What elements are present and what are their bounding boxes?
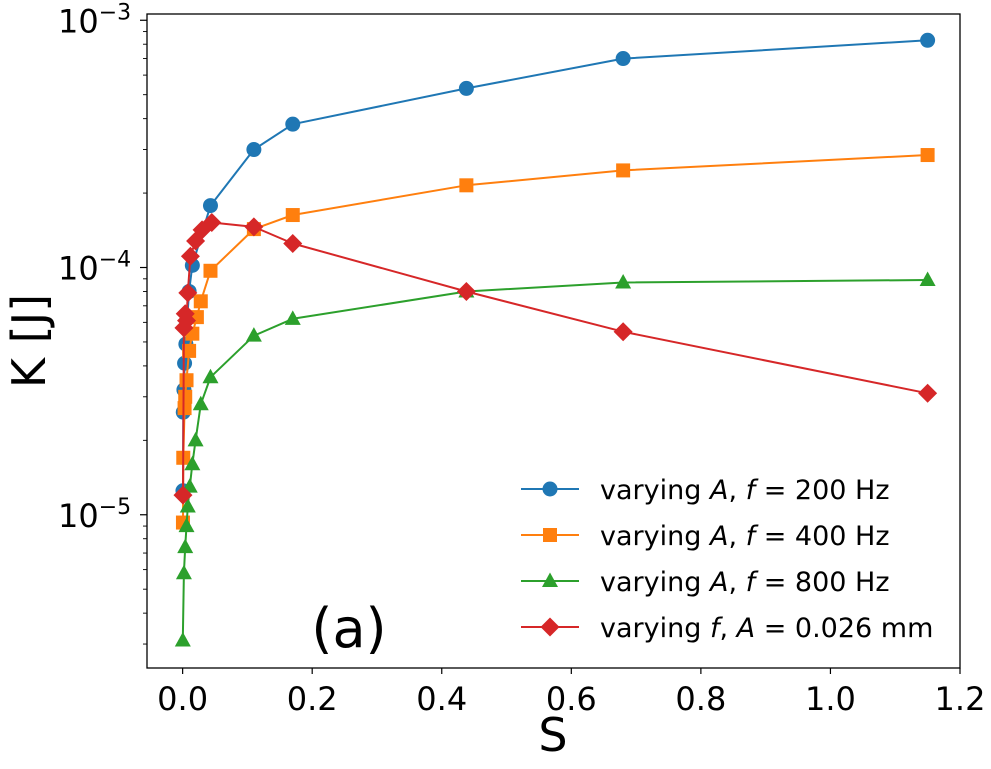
data-point — [615, 273, 632, 289]
legend-entry: varying A, f = 400 Hz — [521, 521, 890, 552]
data-point — [175, 564, 192, 580]
data-point — [283, 234, 303, 254]
panel-label: (a) — [311, 597, 386, 660]
data-point — [192, 395, 209, 411]
legend-label: varying f, A = 0.026 mm — [600, 613, 933, 644]
data-point — [919, 271, 936, 287]
data-point — [182, 343, 197, 358]
x-tick-label: 1.0 — [805, 680, 856, 718]
x-tick-label: 0.4 — [416, 680, 467, 718]
data-point — [178, 389, 193, 404]
data-point — [178, 517, 195, 533]
x-tick-label: 0.6 — [546, 680, 597, 718]
legend-marker — [542, 572, 558, 587]
data-point — [187, 431, 204, 447]
series-2 — [175, 148, 935, 530]
legend-entry: varying A, f = 800 Hz — [521, 567, 890, 598]
legend-label: varying A, f = 400 Hz — [600, 521, 890, 552]
data-point — [179, 373, 194, 388]
x-axis-title: S — [538, 708, 567, 762]
legend-marker — [542, 481, 558, 497]
data-point — [178, 283, 198, 303]
data-point — [458, 80, 474, 96]
data-point — [244, 217, 264, 237]
x-axis: 0.0 0.2 0.4 0.6 0.8 1.0 1.2 — [157, 668, 985, 718]
data-point — [202, 198, 218, 214]
data-point — [184, 455, 201, 471]
data-point — [202, 368, 219, 384]
data-point — [177, 538, 194, 554]
legend-marker — [543, 528, 557, 542]
data-point — [202, 213, 222, 233]
series-4 — [173, 213, 938, 505]
plot-frame — [146, 13, 961, 669]
x-tick-label: 1.2 — [935, 680, 986, 718]
data-point — [285, 208, 300, 223]
data-point — [246, 142, 262, 158]
data-point — [456, 281, 476, 301]
legend-marker — [540, 617, 560, 637]
data-point — [920, 32, 936, 48]
data-point — [918, 383, 938, 403]
data-point — [193, 294, 208, 309]
data-point — [920, 148, 935, 163]
x-tick-label: 0.0 — [157, 680, 208, 718]
data-point — [173, 485, 193, 505]
y-tick-label: 10−4 — [58, 248, 131, 288]
y-tick-label: 10−3 — [58, 0, 131, 40]
x-tick-label: 0.8 — [675, 680, 726, 718]
data-point — [180, 246, 200, 266]
data-point — [459, 178, 474, 193]
data-point — [203, 263, 218, 278]
legend-label: varying A, f = 200 Hz — [600, 475, 890, 506]
data-point — [615, 51, 631, 67]
legend-entry: varying f, A = 0.026 mm — [521, 613, 933, 644]
legend-label: varying A, f = 800 Hz — [600, 567, 890, 598]
data-point — [174, 632, 191, 647]
x-tick-label: 0.2 — [287, 680, 338, 718]
data-point — [177, 401, 192, 416]
y-axis-title: K [J] — [2, 294, 56, 388]
legend: varying A, f = 200 Hz varying A, f = 400 … — [521, 475, 933, 644]
data-point — [179, 497, 196, 513]
data-point — [285, 116, 301, 132]
data-point — [613, 322, 633, 342]
data-point — [177, 311, 197, 331]
data-point — [245, 327, 262, 342]
y-tick-label: 10−5 — [58, 495, 131, 535]
y-axis: 10−5 10−4 10−3 — [58, 0, 147, 645]
legend-entry: varying A, f = 200 Hz — [521, 475, 890, 506]
series-layer — [173, 32, 938, 647]
data-point — [616, 163, 631, 178]
data-point — [284, 310, 301, 325]
